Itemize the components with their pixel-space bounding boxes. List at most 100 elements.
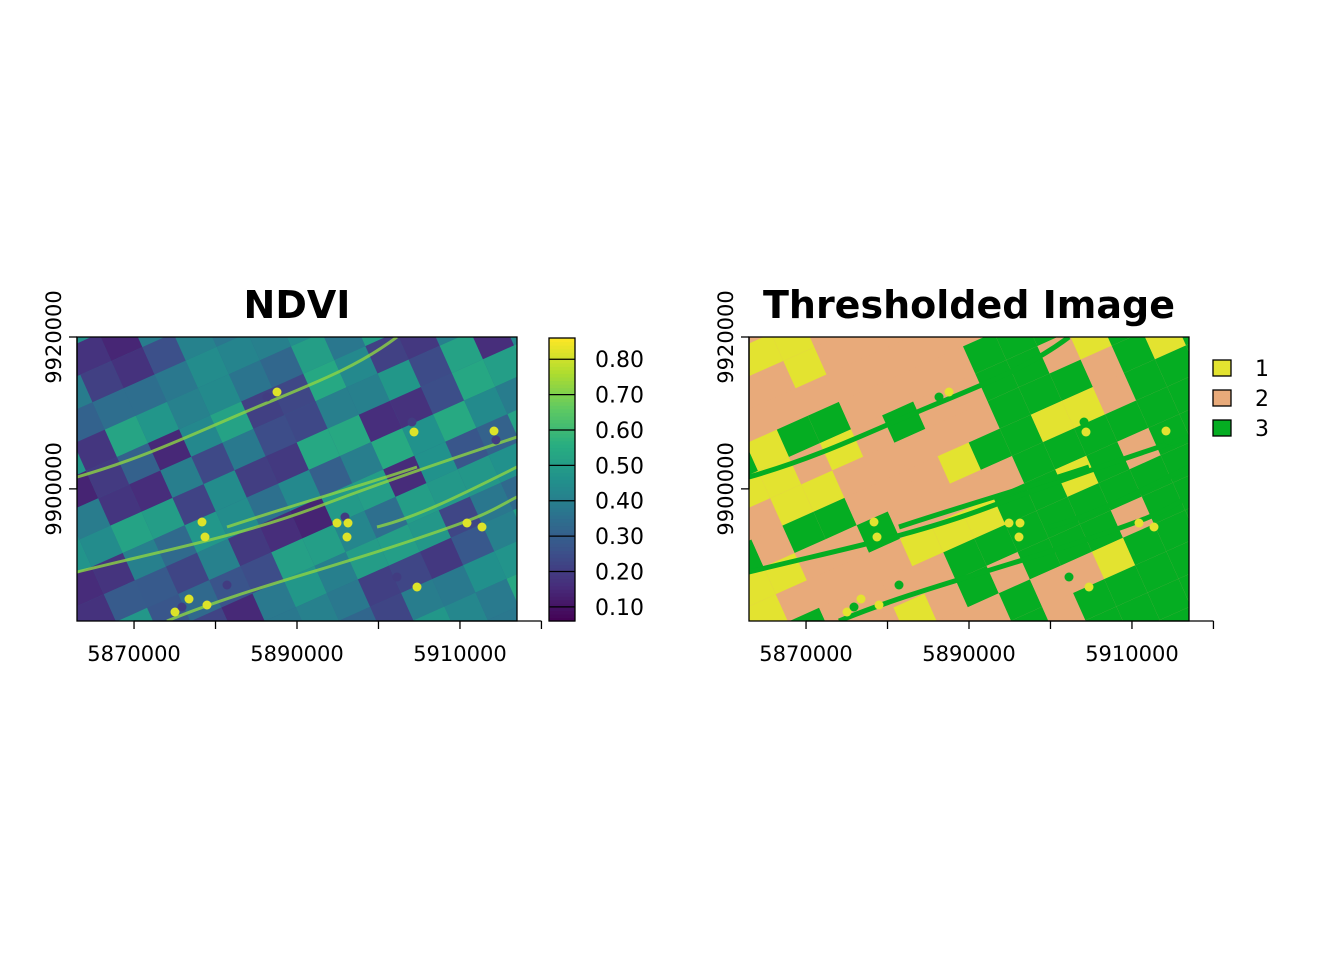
ndvi-raster-cell xyxy=(630,674,673,715)
ndvi-raster-cell xyxy=(203,470,247,512)
thresholded-raster-cell xyxy=(673,101,716,142)
thresholded-raster-cell xyxy=(719,704,762,745)
thresholded-raster-cell xyxy=(735,73,778,114)
thresholded-raster-cell xyxy=(1233,771,1276,812)
ndvi-raster-cell xyxy=(446,263,489,304)
thresholded-raster-cell xyxy=(896,100,939,141)
ndvi-raster-cell xyxy=(62,238,105,279)
thresholded-raster-cell xyxy=(1279,290,1322,331)
ndvi-raster-cell xyxy=(0,334,37,375)
thresholded-raster-cell xyxy=(1136,386,1180,428)
ndvi-raster-cell xyxy=(326,579,371,621)
thresholded-x-tick-label: 5870000 xyxy=(759,642,853,666)
ndvi-raster-cell xyxy=(106,251,149,292)
thresholded-raster-cell xyxy=(879,896,922,937)
thresholded-raster-cell xyxy=(797,210,840,251)
colorbar-segment xyxy=(549,606,575,611)
ndvi-raster-cell xyxy=(576,304,619,345)
thresholded-raster-cell xyxy=(1061,387,1106,429)
legend-swatch-2 xyxy=(1212,389,1232,407)
ndvi-raster-cell xyxy=(228,360,273,402)
ndvi-raster-cell xyxy=(662,496,705,537)
ndvi-raster-cell xyxy=(226,854,269,895)
thresholded-raster-cell xyxy=(836,882,879,923)
thresholded-raster-cell xyxy=(923,909,966,950)
ndvi-raster-cell xyxy=(125,45,168,86)
thresholded-raster-cell xyxy=(962,497,1006,539)
thresholded-raster-cell xyxy=(826,360,870,402)
thresholded-raster-cell xyxy=(942,703,985,744)
ndvi-raster-cell xyxy=(634,15,677,56)
thresholded-raster-cell xyxy=(995,154,1038,195)
ndvi-raster-cell xyxy=(548,908,591,949)
ndvi-raster-cell xyxy=(404,85,447,126)
thresholded-raster-cell xyxy=(902,196,945,237)
thresholded-raster-cell xyxy=(1231,16,1274,57)
ndvi-raster-cell xyxy=(76,100,119,141)
ndvi-raster-pivot xyxy=(392,572,402,582)
ndvi-raster-cell xyxy=(45,114,88,155)
thresholded-raster-cell xyxy=(782,677,825,718)
thresholded-raster-cell xyxy=(774,910,817,951)
ndvi-raster-cell xyxy=(23,649,66,690)
thresholded-raster-cell xyxy=(1237,112,1280,153)
thresholded-raster-cell xyxy=(732,732,775,773)
thresholded-raster-cell xyxy=(1137,222,1180,263)
ndvi-raster-pivot xyxy=(477,522,487,532)
thresholded-raster-cell xyxy=(989,58,1032,99)
colorbar-segment xyxy=(549,518,575,523)
thresholded-raster-cell xyxy=(983,127,1026,168)
thresholded-raster-linear-feature xyxy=(898,464,1090,530)
ndvi-raster-cell xyxy=(183,841,226,882)
thresholded-raster-cell xyxy=(1060,551,1105,593)
ndvi-raster-cell xyxy=(428,140,471,181)
thresholded-raster-cell xyxy=(830,786,873,827)
ndvi-raster-cell xyxy=(222,428,266,471)
ndvi-raster-cell xyxy=(110,511,154,553)
ndvi-raster-cell xyxy=(146,759,189,800)
thresholded-raster-cell xyxy=(1335,331,1344,372)
ndvi-raster-cell xyxy=(468,812,511,853)
thresholded-raster-cell xyxy=(1255,235,1298,276)
thresholded-raster-cell xyxy=(1201,949,1244,960)
ndvi-raster-cell xyxy=(160,456,204,498)
thresholded-raster-cell xyxy=(1214,812,1257,853)
ndvi-raster-cell xyxy=(263,937,306,960)
thresholded-raster-cell xyxy=(1085,606,1123,621)
colorbar-segment xyxy=(549,578,575,583)
thresholded-raster-cell xyxy=(980,456,1025,498)
ndvi-raster-cell xyxy=(308,456,353,498)
thresholded-raster-cell xyxy=(592,170,635,211)
thresholded-raster-cell xyxy=(890,168,933,209)
ndvi-raster-cell xyxy=(348,44,391,85)
ndvi-raster-cell xyxy=(164,882,207,923)
thresholded-raster-cell xyxy=(964,168,1007,209)
ndvi-raster-pivot xyxy=(200,532,210,542)
thresholded-raster-cell xyxy=(809,337,837,348)
thresholded-raster-cell xyxy=(1082,181,1125,222)
colorbar-segment xyxy=(549,341,575,346)
thresholded-raster-cell xyxy=(943,538,987,580)
ndvi-raster-cell xyxy=(265,442,309,484)
thresholded-raster-cell xyxy=(1316,372,1344,413)
ndvi-raster-cell xyxy=(158,786,201,827)
colorbar-segment xyxy=(549,429,575,435)
ndvi-raster-cell xyxy=(187,182,230,223)
thresholded-raster-cell xyxy=(1103,730,1146,771)
ndvi-raster-cell xyxy=(791,701,834,742)
thresholded-raster-cell xyxy=(914,223,957,264)
ndvi-raster-cell xyxy=(291,337,335,374)
colorbar-segment xyxy=(549,380,575,385)
ndvi-raster-cell xyxy=(104,415,148,457)
thresholded-raster-cell xyxy=(784,182,827,223)
ndvi-raster-cell xyxy=(507,409,517,436)
ndvi-raster-cell xyxy=(389,387,434,429)
ndvi-raster-cell xyxy=(474,908,517,949)
ndvi-raster-cell xyxy=(0,211,19,252)
ndvi-raster-cell xyxy=(451,359,496,401)
thresholded-raster-cell xyxy=(749,429,789,471)
ndvi-raster-cell xyxy=(0,403,30,444)
thresholded-raster-cell xyxy=(1207,0,1250,2)
ndvi-raster-cell xyxy=(350,799,393,840)
ndvi-raster-cell xyxy=(722,797,765,838)
